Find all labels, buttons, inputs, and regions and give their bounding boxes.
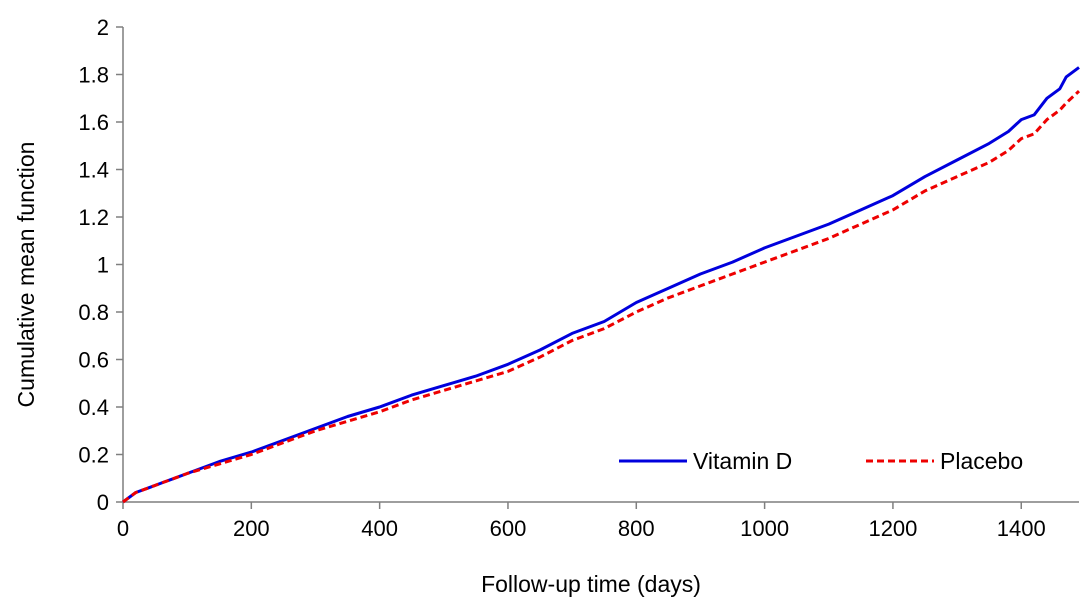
x-tick-label: 1000	[740, 516, 789, 541]
x-tick-label: 400	[361, 516, 398, 541]
series-lines	[122, 66, 1081, 504]
y-tick-label: 1.4	[78, 158, 109, 183]
y-axis-title: Cumulative mean function	[13, 142, 39, 408]
series-line-placebo	[122, 90, 1081, 504]
y-tick-label: 0.4	[78, 395, 109, 420]
y-tick-label: 0.8	[78, 300, 109, 325]
x-tick-label: 1400	[997, 516, 1046, 541]
series-line-vitamin-d	[122, 66, 1080, 504]
y-tick-label: 1.8	[78, 63, 109, 88]
x-axis-title: Follow-up time (days)	[481, 571, 701, 597]
y-axis-ticks: 0 0.2 0.4 0.6 0.8 1 1.2 1.4 1.6 1.8 2	[78, 15, 123, 515]
y-tick-label: 0	[97, 490, 109, 515]
x-tick-label: 800	[618, 516, 655, 541]
x-axis-ticks: 0 200 400 600 800 1000 1200 1400	[117, 502, 1046, 541]
y-tick-label: 0.6	[78, 348, 109, 373]
x-tick-label: 200	[233, 516, 270, 541]
legend-label-placebo: Placebo	[940, 448, 1023, 474]
x-tick-label: 600	[490, 516, 527, 541]
y-tick-label: 1	[97, 253, 109, 278]
x-tick-label: 0	[117, 516, 129, 541]
y-tick-label: 2	[97, 15, 109, 40]
x-tick-label: 1200	[868, 516, 917, 541]
y-tick-label: 1.2	[78, 205, 109, 230]
axes	[122, 27, 1079, 503]
y-tick-label: 0.2	[78, 443, 109, 468]
legend: Vitamin D Placebo	[619, 448, 1023, 474]
legend-label-vitamin-d: Vitamin D	[693, 448, 792, 474]
y-tick-label: 1.6	[78, 110, 109, 135]
